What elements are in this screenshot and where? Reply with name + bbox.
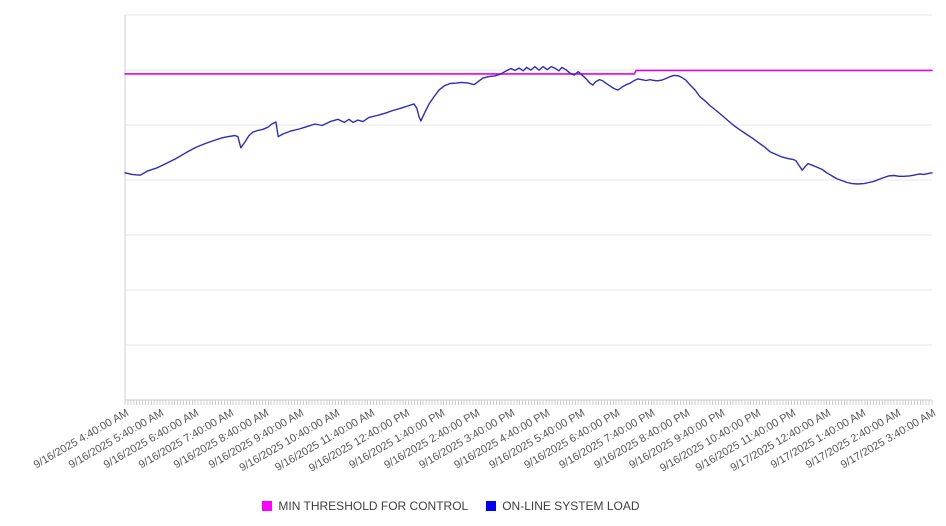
x-axis-label: 9/16/2025 7:40:00 AM (137, 407, 237, 472)
series-min-threshold-for-control (124, 69, 933, 75)
x-axis-label: 9/16/2025 12:40:00 PM (306, 407, 412, 475)
x-axis-label: 9/16/2025 11:40:00 AM (272, 407, 377, 474)
x-axis-label: 9/16/2025 5:40:00 AM (66, 407, 167, 472)
plot-area (124, 14, 933, 405)
x-axis-label: 9/17/2025 3:40:00 AM (838, 407, 938, 472)
x-axis-label: 9/16/2025 4:40:00 PM (452, 407, 553, 472)
x-axis-label: 9/16/2025 2:40:00 PM (382, 407, 482, 472)
x-axis-label: 9/16/2025 4:40:00 AM (31, 407, 131, 472)
x-axis-label: 9/16/2025 11:40:00 PM (693, 407, 798, 475)
x-axis-label: 9/16/2025 8:40:00 PM (592, 407, 693, 472)
legend-item-on-line-system-load[interactable]: ON-LINE SYSTEM LOAD (486, 499, 640, 513)
x-axis-label: 9/16/2025 9:40:00 AM (207, 407, 307, 472)
x-axis-label: 9/16/2025 5:40:00 PM (487, 407, 588, 472)
x-axis-label: 9/16/2025 6:40:00 PM (522, 407, 623, 472)
x-axis-label: 9/16/2025 3:40:00 PM (417, 407, 517, 472)
x-axis-label: 9/16/2025 7:40:00 PM (557, 407, 658, 472)
axis-lines (124, 15, 932, 401)
x-axis-label: 9/16/2025 9:40:00 PM (627, 407, 728, 472)
y-gridlines (125, 14, 932, 346)
x-axis-label: 9/16/2025 10:40:00 AM (236, 407, 342, 475)
x-axis-label: 9/17/2025 1:40:00 AM (768, 407, 868, 472)
x-axis-label: 9/16/2025 10:40:00 PM (657, 407, 763, 475)
x-axis-label: 9/17/2025 2:40:00 AM (803, 407, 903, 472)
legend-swatch-on-line-system-load (486, 501, 497, 511)
series-on-line-system-load (124, 65, 933, 185)
x-axis-label: 9/16/2025 6:40:00 AM (101, 407, 202, 472)
x-axis-label: 9/17/2025 12:40:00 AM (728, 407, 833, 475)
legend-label: ON-LINE SYSTEM LOAD (502, 499, 640, 513)
x-minor-ticks (124, 400, 933, 405)
chart-legend: MIN THRESHOLD FOR CONTROL ON-LINE SYSTEM … (0, 499, 924, 513)
x-axis-label: 9/16/2025 1:40:00 PM (347, 407, 447, 472)
legend-swatch-min-threshold-for-control (262, 501, 273, 511)
legend-label: MIN THRESHOLD FOR CONTROL (278, 499, 469, 513)
legend-item-min-threshold-for-control[interactable]: MIN THRESHOLD FOR CONTROL (262, 499, 468, 513)
x-axis-label: 9/16/2025 8:40:00 AM (172, 407, 272, 472)
